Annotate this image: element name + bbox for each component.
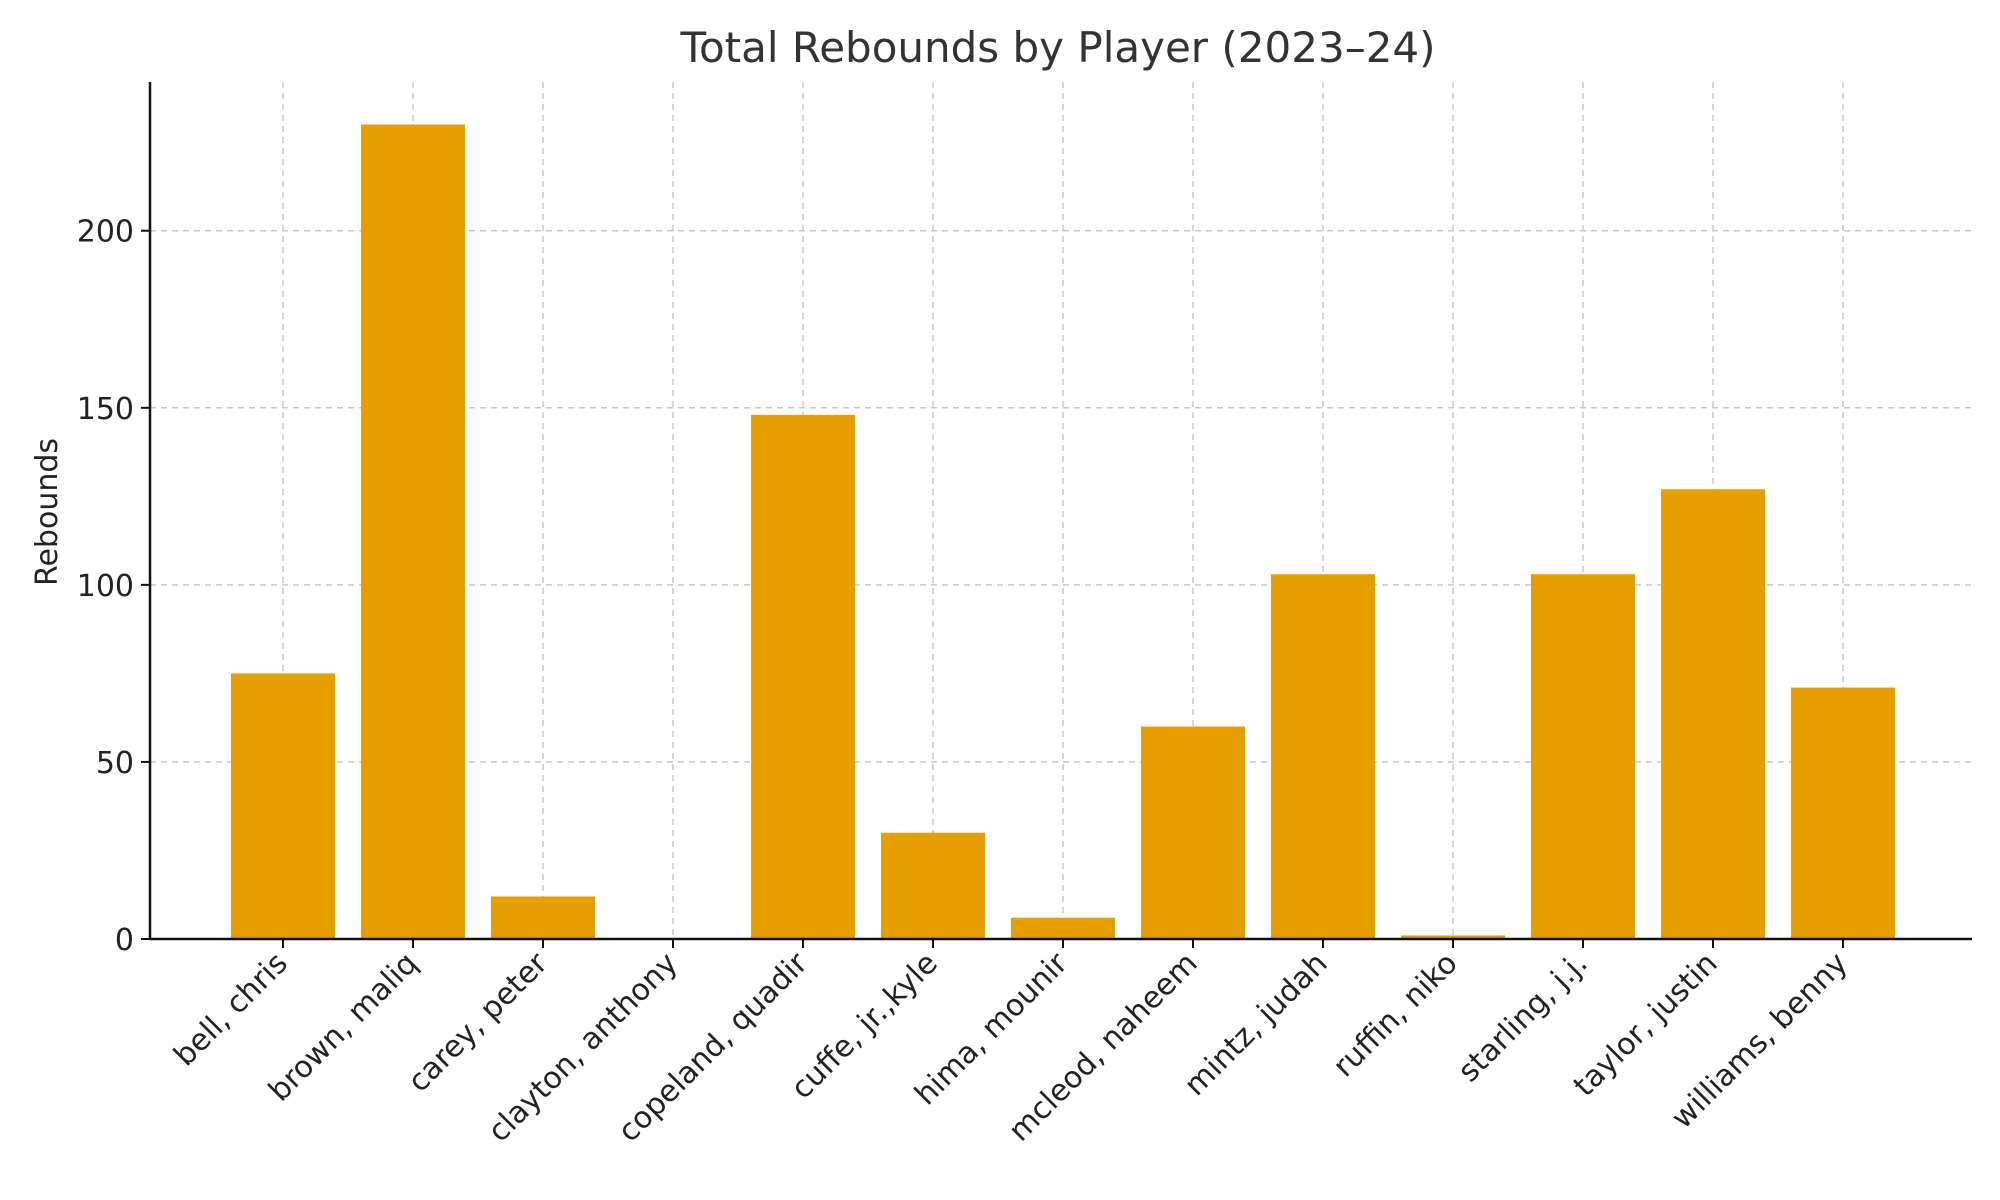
bar — [1791, 687, 1895, 939]
y-tick-label: 100 — [77, 569, 134, 604]
bar — [1141, 726, 1245, 939]
bar — [1661, 489, 1765, 939]
bars-layer — [231, 124, 1895, 940]
bar — [1531, 574, 1635, 939]
bar — [231, 673, 335, 939]
x-tick-label: bell, chris — [167, 946, 294, 1073]
axes-layer — [148, 82, 1972, 941]
y-tick-label: 150 — [77, 392, 134, 427]
y-tick-label: 50 — [96, 746, 134, 781]
bar — [751, 414, 855, 940]
y-tick-label: 0 — [115, 923, 134, 958]
chart-title: Total Rebounds by Player (2023–24) — [679, 23, 1435, 72]
bar — [361, 124, 465, 940]
bar — [1271, 574, 1375, 939]
bar — [1011, 917, 1115, 939]
y-axis-label: Rebounds — [30, 438, 65, 586]
x-tick-label: starling, j.j. — [1451, 946, 1594, 1089]
bar — [881, 832, 985, 939]
bar — [491, 896, 595, 939]
x-tick-label: ruffin, niko — [1326, 946, 1464, 1084]
y-tick-label: 200 — [77, 215, 134, 250]
bar — [1401, 935, 1505, 939]
